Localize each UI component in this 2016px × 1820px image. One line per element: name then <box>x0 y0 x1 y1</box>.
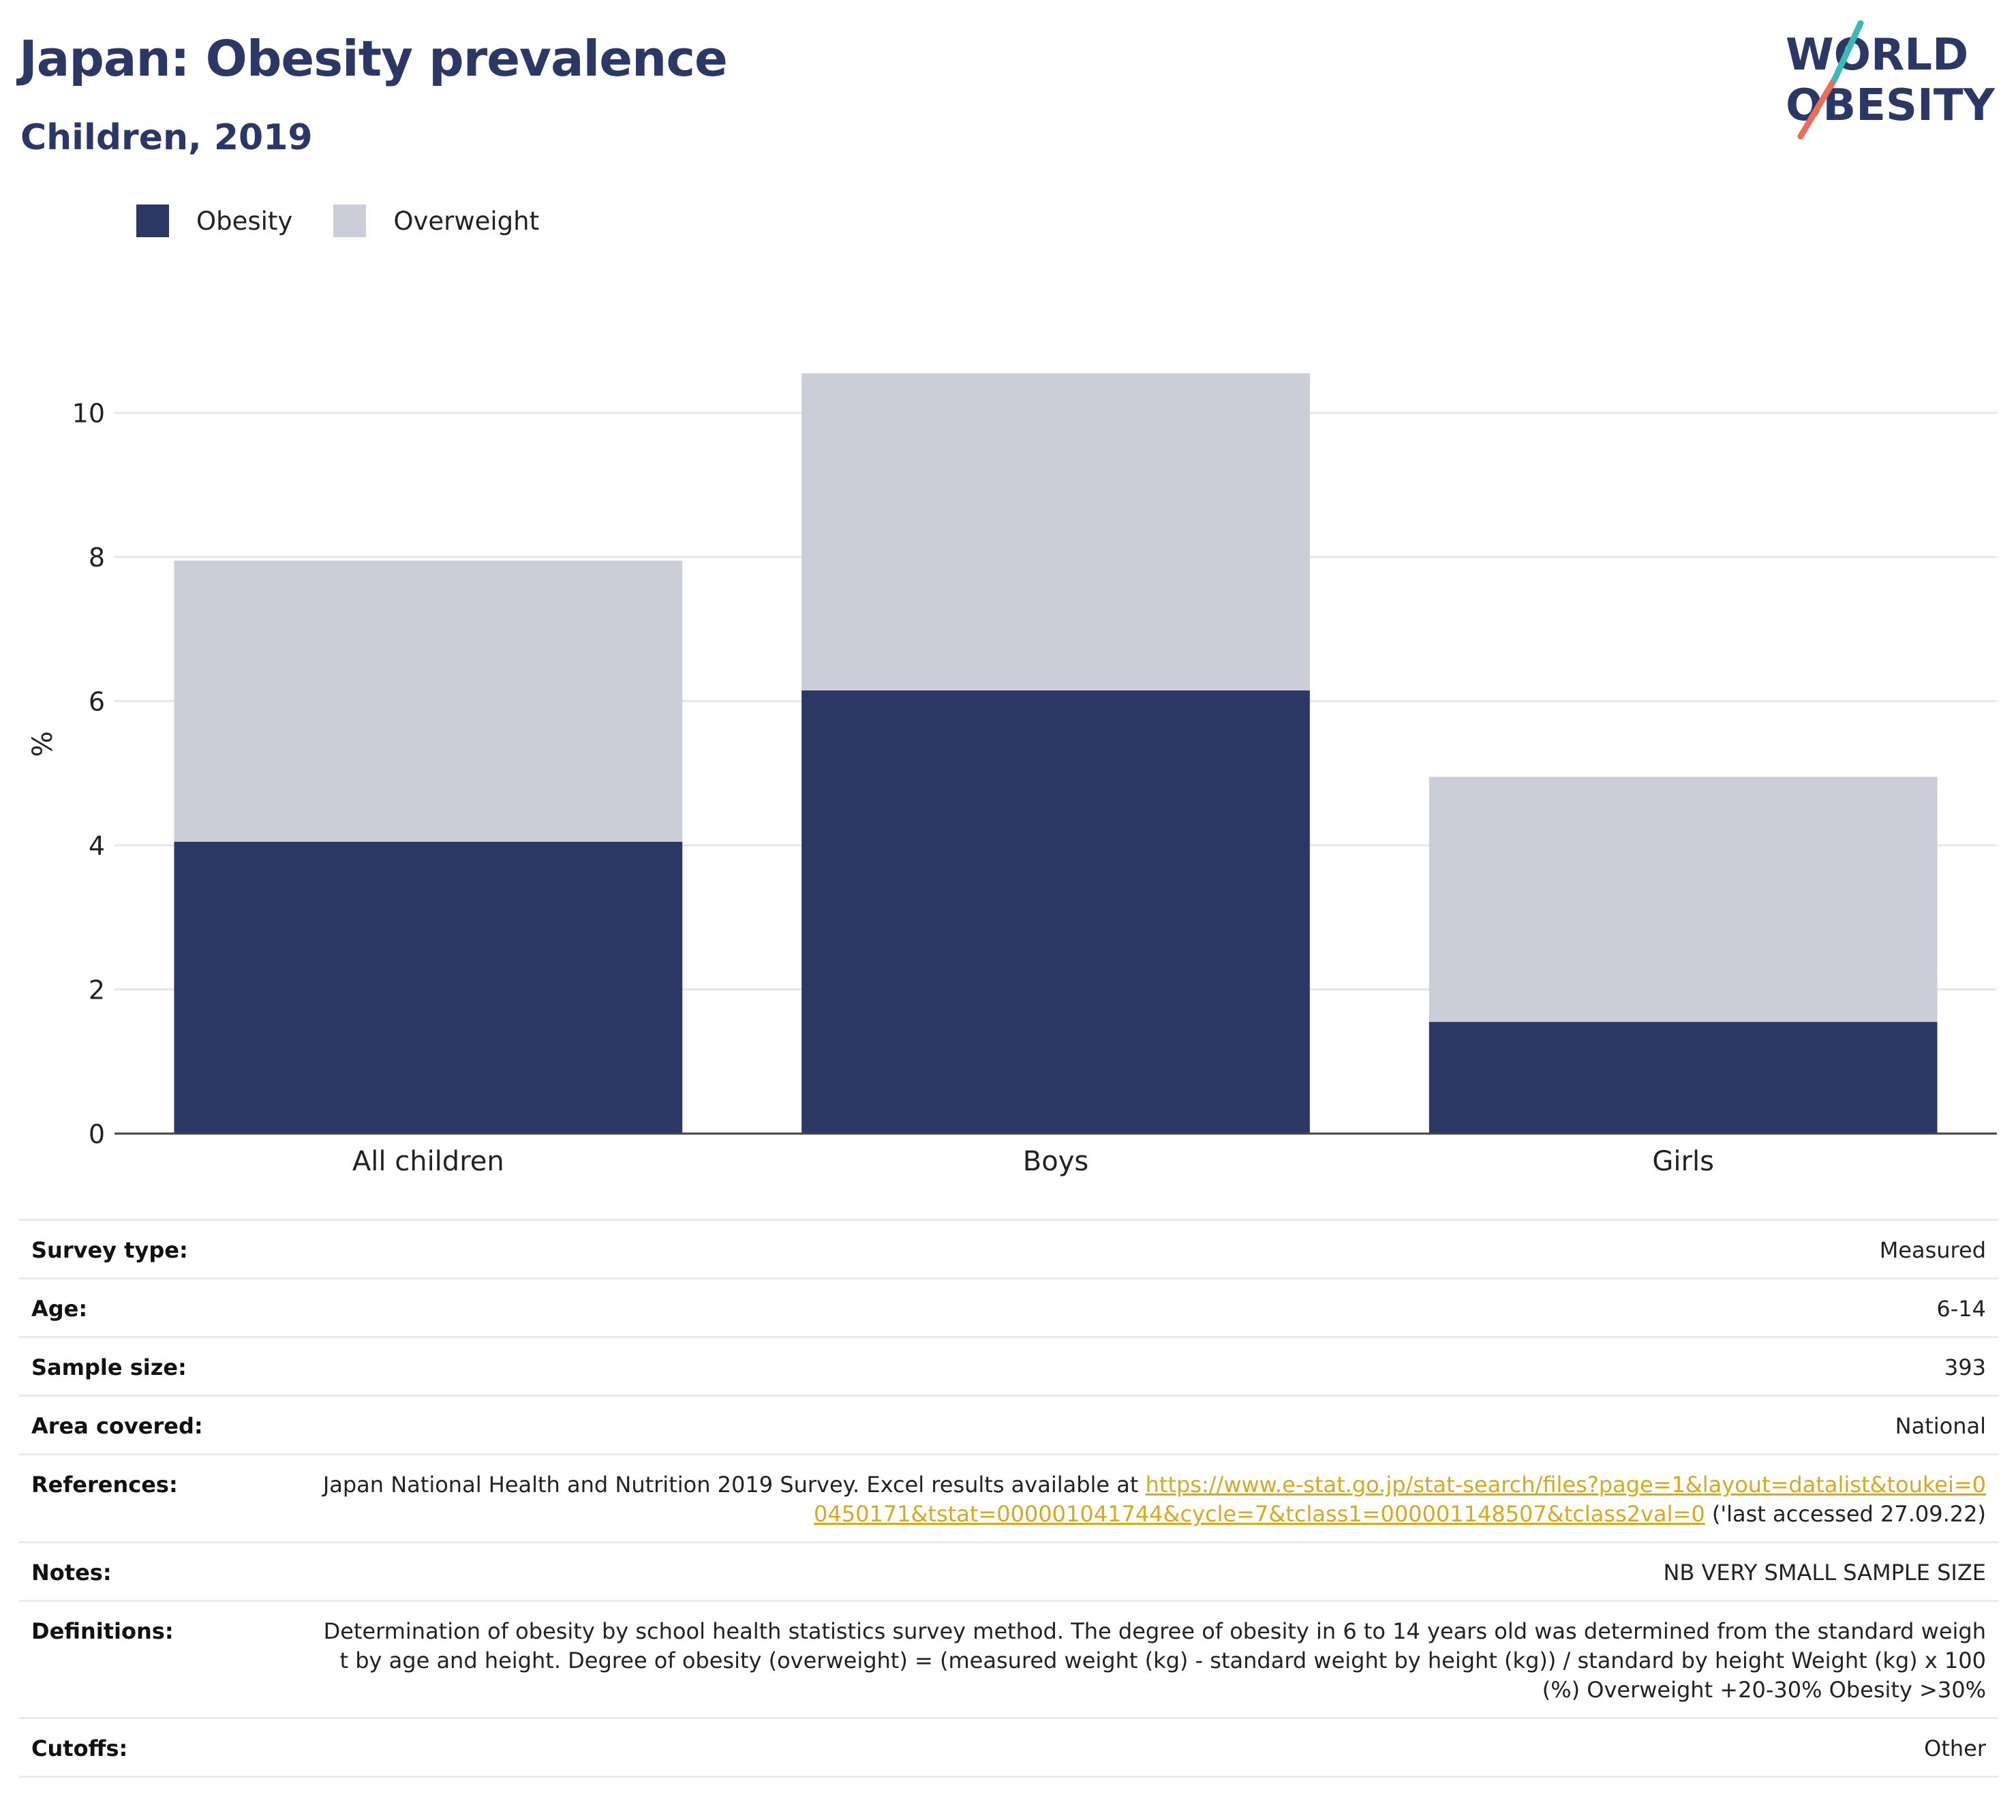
logo-slash-coral <box>1797 76 1838 140</box>
bar-overweight-girls <box>1429 776 1938 1022</box>
chart-legend: Obesity Overweight <box>136 203 580 239</box>
y-tick-label: 0 <box>89 1119 105 1149</box>
x-tick-label: All children <box>352 1146 504 1177</box>
metadata-row: Definitions: Determination of obesity by … <box>19 1600 1998 1717</box>
metadata-value: Measured <box>1879 1237 1986 1263</box>
y-tick-label: 2 <box>89 975 105 1005</box>
y-tick-label: 8 <box>89 543 105 573</box>
metadata-row: References: Japan National Health and Nut… <box>19 1453 1998 1541</box>
metadata-row: Age: 6-14 <box>19 1277 1998 1336</box>
legend-swatch-obesity <box>136 204 169 237</box>
legend-item-obesity[interactable]: Obesity <box>136 204 292 237</box>
y-axis-label: % <box>27 731 59 757</box>
metadata-key: References: <box>31 1472 178 1498</box>
metadata-row: Notes: NB VERY SMALL SAMPLE SIZE <box>19 1541 1998 1600</box>
metadata-key: Notes: <box>31 1560 112 1586</box>
metadata-value: Japan National Health and Nutrition 2019… <box>322 1472 1986 1527</box>
bar-obesity-girls <box>1429 1022 1938 1134</box>
y-tick-label: 4 <box>89 831 105 861</box>
chart-title: Japan: Obesity prevalence <box>19 30 728 87</box>
metadata-key: Sample size: <box>31 1354 187 1380</box>
x-tick-label: Girls <box>1652 1146 1714 1177</box>
y-tick-label: 10 <box>72 399 105 429</box>
metadata-key: Survey type: <box>31 1237 188 1263</box>
metadata-key: Area covered: <box>31 1413 203 1439</box>
bar-obesity-all-children <box>174 841 683 1134</box>
metadata-row: Sample size: 393 <box>19 1336 1998 1395</box>
legend-label: Overweight <box>393 206 540 236</box>
metadata-row: Survey type: Measured <box>19 1219 1998 1277</box>
legend-label: Obesity <box>196 206 293 236</box>
metadata-value: 6-14 <box>1936 1296 1986 1322</box>
metadata-value: National <box>1895 1413 1986 1439</box>
metadata-value: 393 <box>1944 1354 1986 1380</box>
metadata-key: Cutoffs: <box>31 1735 128 1761</box>
y-tick-label: 6 <box>89 687 105 717</box>
legend-item-overweight[interactable]: Overweight <box>333 204 539 237</box>
metadata-key: Definitions: <box>31 1618 174 1644</box>
metadata-row: Cutoffs: Other <box>19 1717 1998 1778</box>
reference-link[interactable]: https://www.e-stat.go.jp/stat-search/fil… <box>814 1472 1986 1527</box>
x-tick-label: Boys <box>1023 1146 1088 1177</box>
world-obesity-logo: WORLD OBESITY <box>1786 20 1995 140</box>
metadata-value: Other <box>1924 1735 1986 1761</box>
bar-obesity-boys <box>801 690 1310 1134</box>
bar-overweight-boys <box>801 373 1310 691</box>
stacked-bar-chart: 0 2 4 6 8 10% All children Boys Girls <box>27 373 1997 1177</box>
legend-swatch-overweight <box>333 204 367 237</box>
metadata-value: NB VERY SMALL SAMPLE SIZE <box>1663 1560 1986 1586</box>
logo-line1: WORLD <box>1786 30 1968 80</box>
metadata-key: Age: <box>31 1296 88 1322</box>
metadata-value: Determination of obesity by school healt… <box>323 1618 1986 1703</box>
survey-metadata-table: Survey type: Measured Age: 6-14 Sample size:… <box>19 1219 1998 1778</box>
logo-slash-teal <box>1831 20 1864 82</box>
chart-subtitle: Children, 2019 <box>20 117 313 158</box>
metadata-row: Area covered: National <box>19 1395 1998 1453</box>
bar-overweight-all-children <box>174 560 683 842</box>
